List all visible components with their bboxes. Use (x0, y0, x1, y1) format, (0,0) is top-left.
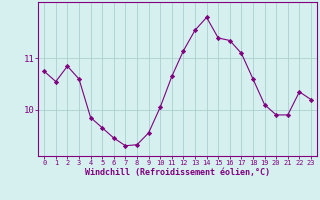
X-axis label: Windchill (Refroidissement éolien,°C): Windchill (Refroidissement éolien,°C) (85, 168, 270, 177)
